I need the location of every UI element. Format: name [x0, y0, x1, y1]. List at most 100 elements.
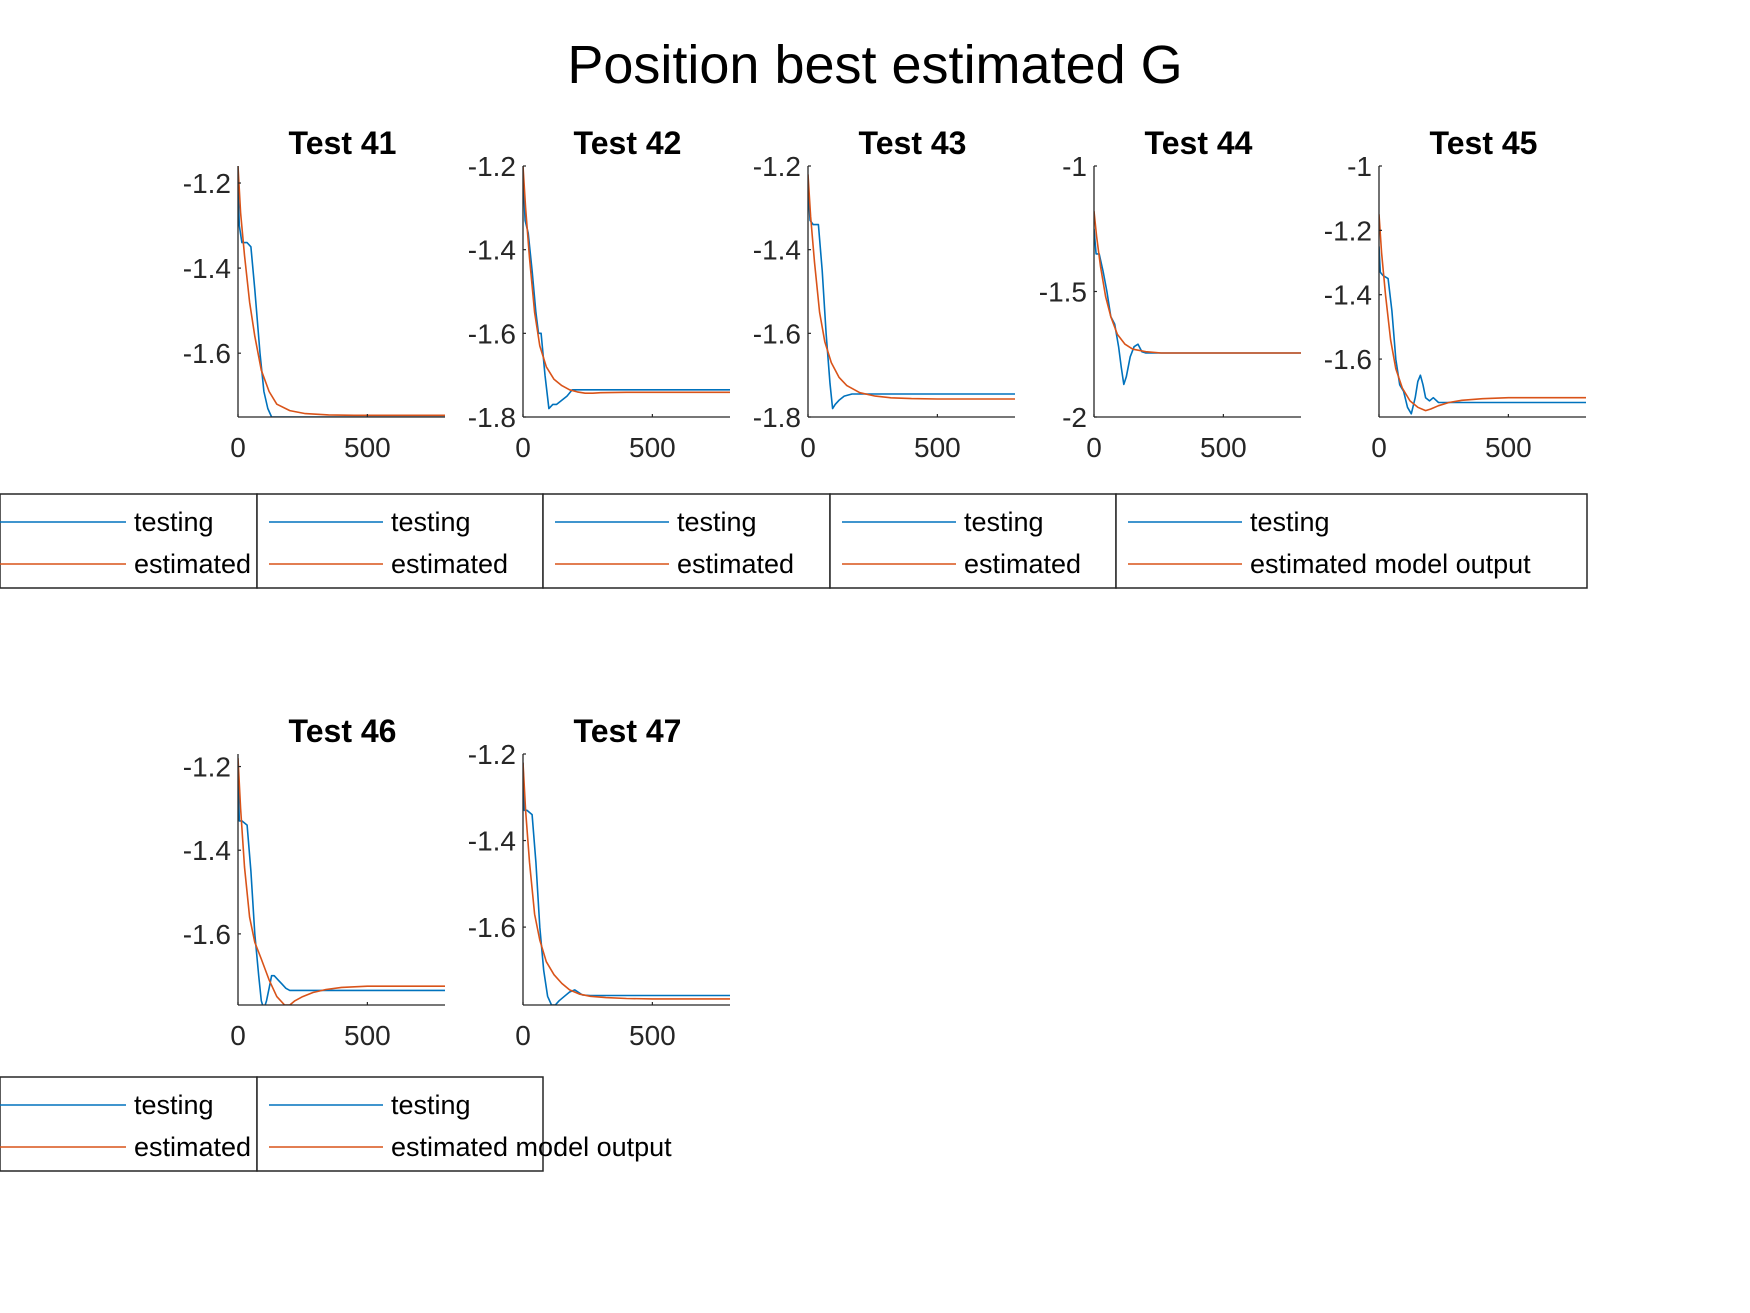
y-tick-label: -1.2 — [753, 151, 801, 182]
series-group — [523, 762, 730, 1005]
legend-label-estimated: estimated — [134, 1132, 251, 1162]
subplot-title: Test 43 — [859, 125, 967, 161]
y-tick-label: -1.6 — [753, 318, 801, 349]
x-tick-label: 0 — [1086, 432, 1102, 463]
legend: testing estimated model output — [256, 1076, 672, 1172]
legend: testing estimated model output — [1115, 493, 1588, 589]
series-line-testing — [238, 766, 445, 1005]
x-tick-label: 500 — [1485, 432, 1532, 463]
y-tick-label: -1.4 — [753, 235, 801, 266]
legend-label-testing: testing — [964, 507, 1044, 537]
y-tick-label: -1.2 — [183, 168, 231, 199]
series-group — [238, 758, 445, 1005]
legend: testing estimated — [829, 493, 1117, 589]
figure-title: Position best estimated G — [567, 35, 1182, 95]
legend-box — [1115, 493, 1588, 589]
x-tick-label: 0 — [515, 432, 531, 463]
legend-box — [542, 493, 831, 589]
y-tick-label: -1.4 — [468, 826, 516, 857]
legend-label-estimated: estimated — [677, 549, 794, 579]
x-tick-label: 500 — [344, 1020, 391, 1051]
series-group — [808, 174, 1015, 410]
series-group — [238, 166, 445, 417]
series-group — [1379, 214, 1586, 415]
x-tick-label: 500 — [344, 432, 391, 463]
series-group — [523, 166, 730, 410]
y-tick-label: -1 — [1062, 151, 1087, 182]
subplot-6: Test 46 -1.2 -1.4 -1.6 0 500 testing estimated — [0, 713, 445, 1172]
y-tick-label: -1.6 — [468, 318, 516, 349]
legend-box — [829, 493, 1117, 589]
subplot-title: Test 41 — [289, 125, 397, 161]
x-tick-label: 500 — [1200, 432, 1247, 463]
y-tick-label: -1.2 — [183, 752, 231, 783]
series-group — [1094, 211, 1301, 386]
subplot-title: Test 45 — [1430, 125, 1538, 161]
x-tick-label: 0 — [800, 432, 816, 463]
y-tick-label: -1.4 — [1324, 280, 1372, 311]
series-line-testing — [1379, 246, 1586, 415]
subplot-5: Test 45 -1 -1.2 -1.4 -1.6 0 500 testing estimate… — [1115, 125, 1588, 589]
legend-label-testing: testing — [391, 1090, 471, 1120]
subplot-title: Test 42 — [574, 125, 682, 161]
y-tick-label: -1.6 — [468, 912, 516, 943]
series-line-testing — [238, 182, 445, 417]
x-tick-label: 500 — [629, 1020, 676, 1051]
y-tick-label: -1.2 — [468, 739, 516, 770]
subplot-2: Test 42 -1.2 -1.4 -1.6 -1.80 500 testing estima… — [256, 125, 730, 589]
series-line-estimated — [238, 758, 445, 1005]
series-line-testing — [808, 191, 1015, 410]
legend-label-estimated: estimated — [391, 549, 508, 579]
y-tick-label: -1 — [1347, 151, 1372, 182]
legend-label-testing: testing — [391, 507, 471, 537]
legend-box — [256, 493, 544, 589]
legend: testing estimated — [0, 1076, 258, 1172]
x-tick-label: 0 — [515, 1020, 531, 1051]
y-tick-label: -1.2 — [1324, 215, 1372, 246]
y-tick-label: -1.4 — [183, 835, 231, 866]
legend-label-testing: testing — [1250, 507, 1330, 537]
legend: testing estimated — [0, 493, 258, 589]
series-line-estimated — [1379, 214, 1586, 412]
y-tick-label: -1.5 — [1039, 277, 1087, 308]
subplot-title: Test 47 — [574, 713, 682, 749]
y-tick-label: -1.2 — [468, 151, 516, 182]
subplot-7: Test 47 -1.2 -1.4 -1.6 0 500 testing estimated … — [256, 713, 730, 1172]
legend-box — [256, 1076, 544, 1172]
legend-label-estimated: estimated model output — [391, 1132, 672, 1162]
series-line-testing — [1094, 228, 1301, 386]
series-line-estimated — [238, 166, 445, 417]
series-line-estimated — [523, 762, 730, 1000]
y-tick-label: -1.6 — [183, 338, 231, 369]
x-tick-label: 0 — [230, 432, 246, 463]
series-line-testing — [523, 174, 730, 410]
x-tick-label: 500 — [914, 432, 961, 463]
y-tick-label: -1.4 — [468, 235, 516, 266]
subplot-title: Test 46 — [289, 713, 397, 749]
series-line-testing — [523, 762, 730, 1005]
subplot-3: Test 43 -1.2 -1.4 -1.6 -1.80 500 testing estima… — [542, 125, 1015, 589]
legend-label-estimated: estimated model output — [1250, 549, 1531, 579]
legend-label-testing: testing — [134, 1090, 214, 1120]
subplot-grid: Test 41-1.2-1.4-1.60 500testingestimatedT… — [0, 125, 1588, 1172]
x-tick-label: 500 — [629, 432, 676, 463]
y-tick-label: -1.6 — [183, 919, 231, 950]
series-line-estimated — [808, 174, 1015, 400]
legend-label-estimated: estimated — [134, 549, 251, 579]
series-line-estimated — [1094, 211, 1301, 354]
x-tick-label: 0 — [230, 1020, 246, 1051]
y-tick-label: -1.4 — [183, 253, 231, 284]
subplot-title: Test 44 — [1145, 125, 1253, 161]
legend: testing estimated — [542, 493, 831, 589]
x-tick-label: 0 — [1371, 432, 1387, 463]
legend-label-testing: testing — [677, 507, 757, 537]
y-tick-label: -2 — [1062, 402, 1087, 433]
y-tick-label: -1.8 — [468, 402, 516, 433]
subplot-1: Test 41 -1.2 -1.4 -1.6 0 500 testing estimated — [0, 125, 445, 589]
legend-label-testing: testing — [134, 507, 214, 537]
y-tick-label: -1.6 — [1324, 344, 1372, 375]
subplot-4: Test 44 -1 -1.5 -20 500 testing estimated — [829, 125, 1301, 589]
legend: testing estimated — [256, 493, 544, 589]
legend-label-estimated: estimated — [964, 549, 1081, 579]
